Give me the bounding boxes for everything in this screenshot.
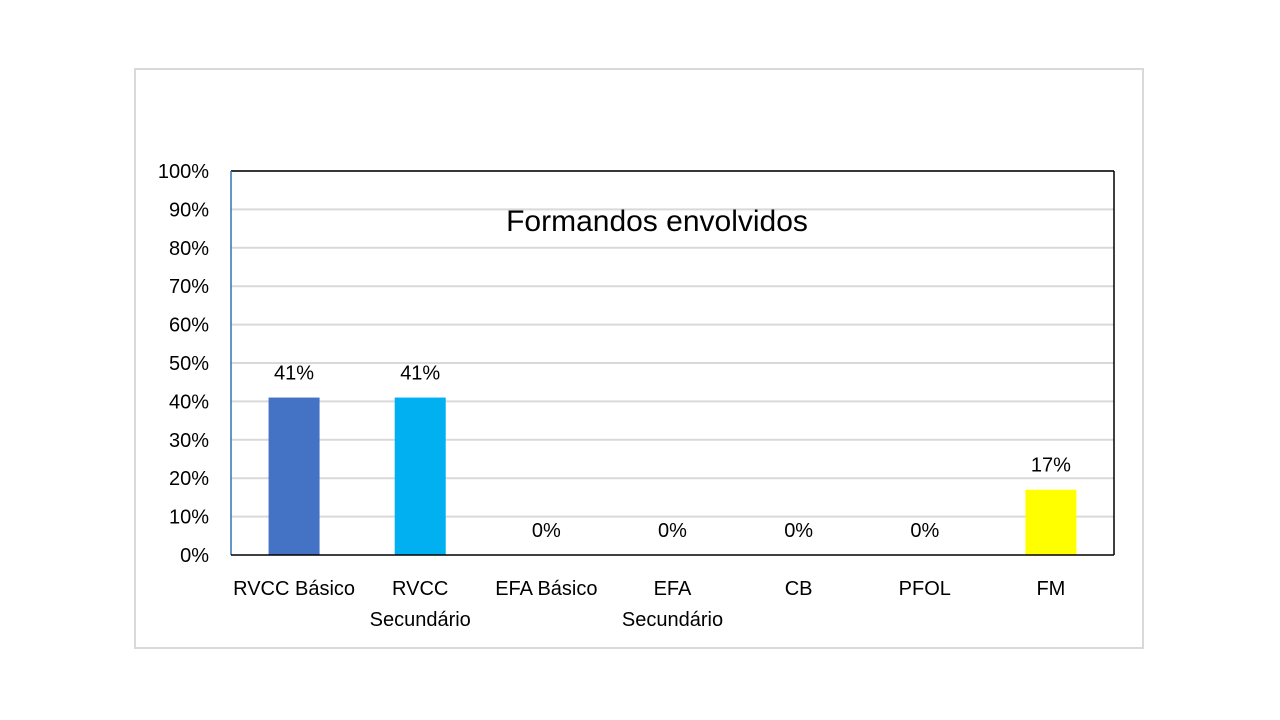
data-label: 17%: [1031, 455, 1071, 477]
y-tick-label: 20%: [169, 468, 209, 490]
data-label: 0%: [532, 520, 561, 542]
x-tick-label: PFOL: [899, 578, 951, 600]
bar: [394, 397, 446, 555]
y-tick-label: 40%: [169, 391, 209, 413]
x-tick-label: CB: [785, 578, 813, 600]
y-tick-label: 30%: [169, 430, 209, 452]
bar: [268, 397, 320, 555]
y-tick-label: 90%: [169, 199, 209, 221]
y-tick-label: 10%: [169, 507, 209, 529]
x-tick-label: RVCC Secundário: [370, 578, 471, 631]
y-tick-label: 70%: [169, 276, 209, 298]
x-tick-label: EFA Secundário: [622, 578, 723, 631]
y-tick-label: 50%: [169, 353, 209, 375]
x-tick-label: RVCC Básico: [233, 578, 355, 600]
y-tick-label: 80%: [169, 238, 209, 260]
data-label: 0%: [658, 520, 687, 542]
data-label: 41%: [400, 363, 440, 385]
data-label: 41%: [274, 363, 314, 385]
y-tick-label: 0%: [180, 545, 209, 567]
chart-title: Formandos envolvidos: [506, 205, 808, 238]
y-tick-label: 100%: [158, 161, 209, 183]
x-tick-label: EFA Básico: [495, 578, 597, 600]
data-label: 0%: [784, 520, 813, 542]
y-tick-label: 60%: [169, 315, 209, 337]
bar: [1025, 489, 1077, 555]
x-tick-label: FM: [1036, 578, 1065, 600]
data-label: 0%: [910, 520, 939, 542]
